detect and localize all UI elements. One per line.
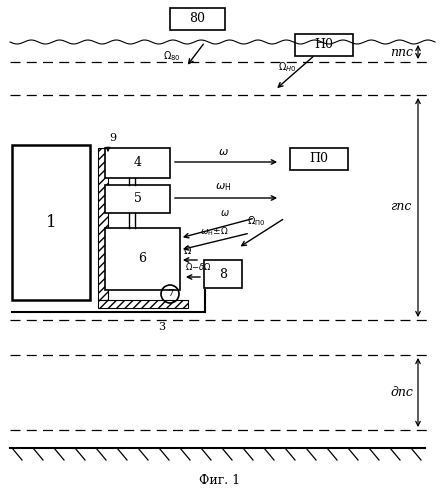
Text: 4: 4 xyxy=(133,156,142,170)
Text: 3: 3 xyxy=(158,322,165,332)
Bar xyxy=(105,148,170,178)
Text: $\Omega_{\Pi0}$: $\Omega_{\Pi0}$ xyxy=(247,214,266,228)
Text: H0: H0 xyxy=(315,38,334,52)
Bar xyxy=(98,300,188,308)
Text: $\Omega$: $\Omega$ xyxy=(183,244,192,256)
Text: 5: 5 xyxy=(134,192,141,205)
Bar xyxy=(105,185,170,213)
Text: П0: П0 xyxy=(309,152,329,166)
Bar xyxy=(170,8,225,30)
Text: ппс: ппс xyxy=(390,46,413,59)
Text: $\omega_{\mathrm{H}}$: $\omega_{\mathrm{H}}$ xyxy=(215,181,231,193)
Text: 8: 8 xyxy=(219,268,227,280)
Text: гпс: гпс xyxy=(390,200,411,213)
Text: $\omega$: $\omega$ xyxy=(218,147,229,157)
Text: 80: 80 xyxy=(190,12,205,26)
Text: 1: 1 xyxy=(46,214,56,231)
Text: $\omega_{\mathrm{H}}{\pm}\Omega$: $\omega_{\mathrm{H}}{\pm}\Omega$ xyxy=(200,226,228,238)
Text: $\Omega_{80}$: $\Omega_{80}$ xyxy=(163,49,181,63)
Bar xyxy=(98,148,108,300)
Bar xyxy=(204,260,242,288)
Text: Фиг. 1: Фиг. 1 xyxy=(199,474,241,486)
Text: 9: 9 xyxy=(110,133,117,143)
Bar xyxy=(105,228,180,290)
Text: дпс: дпс xyxy=(390,386,413,400)
Bar xyxy=(295,34,353,56)
Text: $\Omega{-}\delta\Omega$: $\Omega{-}\delta\Omega$ xyxy=(185,261,212,272)
Bar xyxy=(290,148,348,170)
Text: 7: 7 xyxy=(167,290,173,298)
Text: 6: 6 xyxy=(139,252,147,266)
Text: $\Omega_{H0}$: $\Omega_{H0}$ xyxy=(278,60,297,74)
Bar xyxy=(12,145,90,300)
Text: $\omega$: $\omega$ xyxy=(220,208,230,218)
